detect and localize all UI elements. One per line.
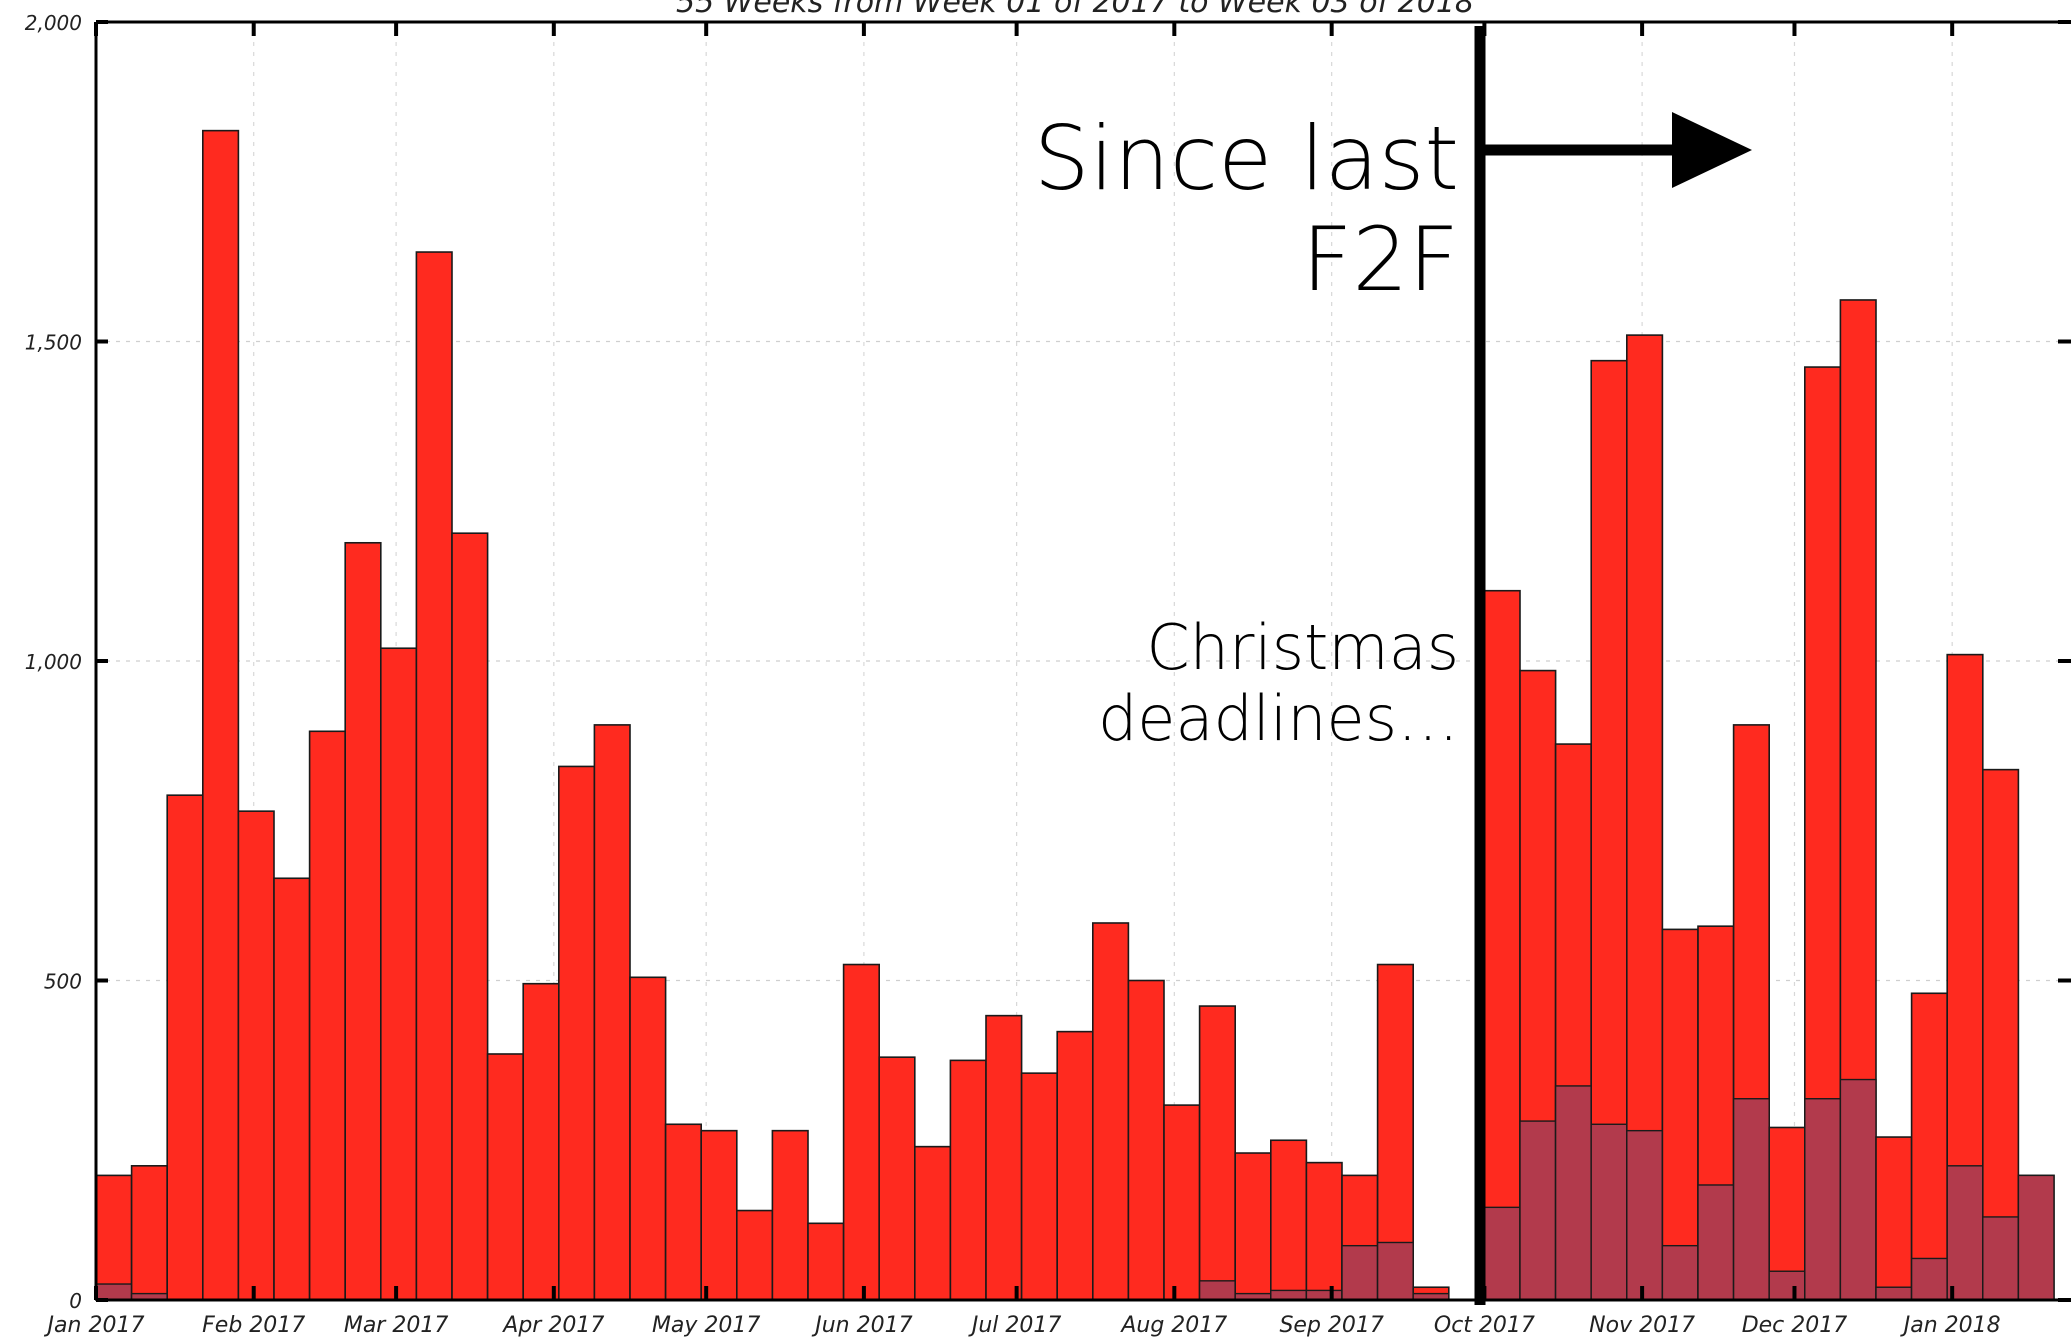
bar-total — [1483, 589, 1521, 1301]
bar-total — [130, 1165, 169, 1301]
bar-total — [522, 982, 560, 1301]
x-tick-label: Nov 2017 — [1589, 1313, 1695, 1338]
bar-total — [308, 730, 347, 1301]
bar-total — [1270, 1139, 1308, 1301]
x-tick-label: Jul 2017 — [968, 1313, 1062, 1338]
y-tick-label: 1,500 — [25, 331, 82, 355]
bar-total — [486, 1053, 525, 1301]
f2f-marker — [1474, 26, 1752, 1305]
bar-total — [985, 1014, 1023, 1301]
bar-overlay — [1804, 1098, 1842, 1301]
bar-overlay — [1626, 1129, 1664, 1301]
bar-overlay — [1198, 1280, 1236, 1301]
bar-total — [166, 794, 204, 1301]
y-tick-label: 1,000 — [25, 650, 82, 674]
bar-total — [1092, 922, 1130, 1301]
bar-total — [878, 1056, 916, 1301]
bar-total — [1305, 1161, 1343, 1301]
bar-total — [913, 1145, 952, 1301]
christmas-text: Christmas — [1146, 611, 1459, 684]
x-tick-label: Apr 2017 — [501, 1313, 604, 1338]
bar-total — [949, 1059, 987, 1301]
bar-total — [700, 1129, 738, 1301]
bar-total — [451, 532, 489, 1301]
bar-total — [273, 877, 311, 1301]
x-tick-label: Jan 2018 — [1900, 1313, 2001, 1338]
bar-overlay — [1732, 1098, 1770, 1301]
bar-overlay — [1590, 1123, 1628, 1301]
bar-total — [1163, 1104, 1201, 1301]
bar-total — [664, 1123, 702, 1301]
bar-overlay — [1519, 1120, 1557, 1301]
x-tick-label: Feb 2017 — [202, 1313, 305, 1338]
bar-total — [629, 976, 667, 1301]
bar-overlay — [1946, 1165, 1984, 1301]
bar-total — [202, 129, 240, 1301]
y-ticks: 0 500 1,000 1,500 2,000 — [25, 11, 2071, 1313]
x-tick-label: Dec 2017 — [1742, 1313, 1848, 1338]
f2f-arrow-head — [1672, 112, 1752, 188]
bar-overlay — [1875, 1286, 1913, 1301]
bar-total — [1875, 1136, 1913, 1301]
bar-total — [735, 1209, 774, 1301]
bar-total — [379, 647, 418, 1301]
bar-total — [842, 963, 880, 1301]
bar-total — [557, 765, 596, 1301]
x-ticks: Jan 2017 Feb 2017 Mar 2017 Apr 2017 May 2017… — [44, 22, 2001, 1338]
bar-total — [415, 251, 453, 1301]
x-tick-label: Sep 2017 — [1279, 1313, 1383, 1338]
bar-total — [1234, 1152, 1272, 1301]
bar-overlay — [1982, 1216, 2020, 1301]
since-last-text: Since last — [1033, 107, 1459, 210]
x-tick-label: May 2017 — [652, 1313, 760, 1338]
bar-total — [1661, 928, 1699, 1301]
bar-total — [593, 724, 631, 1301]
bar-overlay — [2017, 1174, 2055, 1301]
bar-overlay — [1661, 1244, 1699, 1301]
f2f-text: F2F — [1301, 208, 1459, 312]
x-tick-label: Mar 2017 — [344, 1313, 449, 1338]
bar-total — [1056, 1030, 1094, 1301]
bar-total — [237, 810, 275, 1301]
chart-title: 55 Weeks from Week 01 of 2017 to Week 03… — [676, 0, 1474, 20]
deadlines-text: deadlines… — [1097, 682, 1459, 756]
y-tick-label: 0 — [69, 1289, 82, 1313]
bar-total — [344, 541, 382, 1301]
y-tick-label: 500 — [44, 970, 82, 994]
bar-total — [1910, 992, 1948, 1301]
bar-overlay — [1768, 1270, 1806, 1301]
bar-total — [771, 1129, 809, 1301]
bars — [95, 129, 2055, 1301]
x-tick-label: Oct 2017 — [1434, 1313, 1535, 1338]
bar-total — [95, 1174, 133, 1301]
bar-total — [1198, 1005, 1236, 1301]
x-tick-label: Jan 2017 — [44, 1313, 145, 1338]
bar-overlay — [95, 1283, 133, 1301]
bar-overlay — [1483, 1206, 1521, 1301]
bar-overlay — [1910, 1257, 1948, 1301]
bar-total — [1020, 1072, 1058, 1301]
bar-overlay — [1376, 1241, 1414, 1301]
bar-overlay — [1554, 1085, 1592, 1301]
y-tick-label: 2,000 — [25, 11, 82, 35]
since-last-f2f-annotation: Since last F2F — [1033, 107, 1459, 312]
x-tick-label: Aug 2017 — [1119, 1313, 1227, 1338]
bar-total — [807, 1222, 845, 1301]
bar-total — [1982, 768, 2020, 1301]
christmas-deadlines-annotation: Christmas deadlines… — [1098, 612, 1459, 755]
bar-total — [1127, 979, 1165, 1301]
bar-overlay — [1839, 1078, 1877, 1301]
bar-overlay — [1341, 1244, 1379, 1301]
x-tick-label: Jun 2017 — [811, 1313, 912, 1338]
bar-overlay — [1697, 1184, 1735, 1301]
